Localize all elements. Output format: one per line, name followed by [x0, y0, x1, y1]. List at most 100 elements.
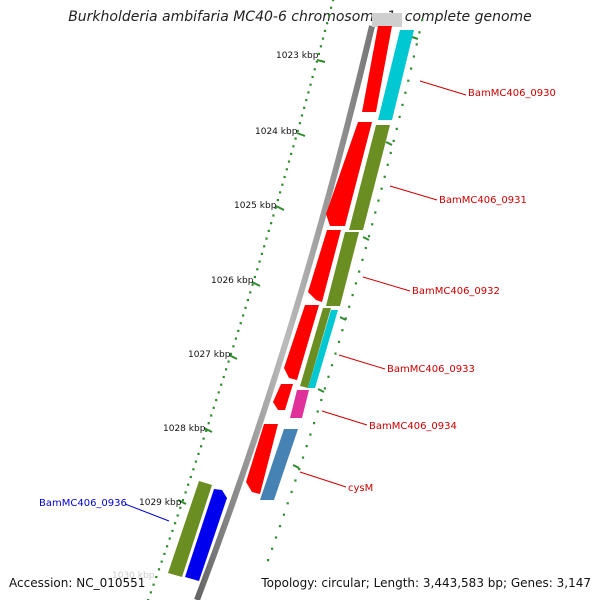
scale-dot	[305, 445, 308, 448]
tick-label-1027: 1027 kbp	[188, 350, 231, 360]
scale-dot	[309, 83, 312, 86]
gene-label-BamMC406_0934[interactable]: BamMC406_0934	[369, 421, 457, 432]
tick-1025	[275, 205, 285, 211]
gene-BamMC406_0931-box[interactable]	[349, 125, 390, 230]
gene-features	[168, 30, 414, 581]
scale-dot	[313, 68, 316, 71]
scale-dot	[282, 513, 285, 516]
cds-block-2[interactable]	[326, 122, 372, 226]
scale-dot	[251, 283, 254, 286]
callout-0932	[362, 276, 411, 292]
scale-dot	[326, 22, 329, 25]
gene-label-cysM[interactable]: cysM	[348, 483, 373, 494]
scale-dot	[274, 536, 278, 539]
gene-cysM-box[interactable]	[260, 429, 298, 500]
gene-label-BamMC406_0936[interactable]: BamMC406_0936	[39, 498, 127, 509]
scale-dot	[341, 329, 344, 332]
scale-dot	[307, 91, 310, 94]
scale-dot	[278, 525, 282, 528]
scale-dot	[260, 252, 263, 255]
scale-dot	[234, 337, 237, 340]
gene-BamMC406_0933-olive[interactable]	[300, 308, 331, 388]
scale-dot	[380, 187, 383, 190]
scale-dot	[192, 468, 195, 471]
scale-dot	[274, 206, 277, 209]
scale-dot	[316, 410, 319, 413]
scale-dot	[176, 514, 179, 517]
scale-dot	[227, 360, 230, 363]
tick-1027	[228, 354, 238, 360]
scale-dot	[152, 583, 155, 586]
scale-dot	[386, 163, 389, 166]
scale-dot	[168, 537, 171, 540]
scale-dot	[276, 199, 279, 202]
callout-0936	[124, 503, 170, 522]
scale-dot	[398, 115, 401, 118]
callout-lines	[124, 80, 467, 522]
scale-dot	[174, 522, 177, 525]
callout-0934	[321, 410, 368, 426]
callout-0930	[419, 80, 467, 96]
scale-dot	[244, 306, 247, 309]
callout-0931	[389, 185, 438, 201]
scale-dot	[320, 398, 323, 402]
scale-dot	[374, 211, 377, 214]
scale-dot	[200, 445, 203, 448]
gene-label-BamMC406_0931[interactable]: BamMC406_0931	[439, 195, 527, 206]
gene-BamMC406_0936-box[interactable]	[185, 489, 227, 581]
gene-BamMC406_0934-box[interactable]	[290, 390, 309, 418]
gene-label-BamMC406_0932[interactable]: BamMC406_0932	[412, 286, 500, 297]
scale-dot	[298, 468, 301, 471]
scale-dot	[415, 43, 418, 46]
scale-dot	[287, 160, 291, 163]
scale-dot	[371, 223, 374, 226]
scale-dot	[239, 322, 242, 325]
scale-dot	[305, 99, 308, 102]
scale-dot	[181, 499, 185, 502]
scale-dot	[237, 329, 240, 332]
cds-block-6[interactable]	[246, 424, 278, 494]
tick-1026	[251, 281, 261, 287]
gene-label-BamMC406_0930[interactable]: BamMC406_0930	[468, 88, 556, 99]
cds-block-3[interactable]	[308, 230, 341, 302]
gene-label-BamMC406_0933[interactable]: BamMC406_0933	[387, 364, 475, 375]
scale-dot	[271, 547, 274, 550]
cds-block-1[interactable]	[362, 26, 392, 112]
gene-BamMC406_0932-box[interactable]	[326, 232, 359, 306]
callout-0933	[338, 354, 386, 370]
scale-dot	[194, 460, 197, 463]
scale-dot	[163, 552, 166, 555]
scale-dot	[286, 502, 289, 505]
scale-dot	[290, 490, 293, 493]
scale-dot	[222, 375, 225, 379]
scale-dot	[246, 299, 249, 302]
scale-dot	[179, 506, 182, 509]
tick-label-1028: 1028 kbp	[163, 424, 206, 434]
scale-dot	[367, 235, 371, 238]
scale-dot	[189, 475, 192, 479]
cds-block-4[interactable]	[284, 305, 319, 380]
scale-dot	[330, 6, 333, 9]
scale-dot	[285, 168, 288, 171]
scale-dot	[290, 152, 293, 155]
gene-BamMC406_0933-box[interactable]	[308, 310, 338, 388]
scale-dot	[301, 456, 305, 459]
scale-dot	[294, 137, 297, 140]
scale-dot	[348, 305, 351, 308]
cds-block-5[interactable]	[273, 384, 293, 410]
scale-dot	[407, 79, 410, 82]
gene-BamMC406_0930-box[interactable]	[378, 30, 414, 120]
gene-BamMC406_0936-olive[interactable]	[168, 481, 212, 577]
scale-dot	[323, 29, 327, 32]
scale-dot	[332, 0, 335, 2]
scale-dot	[292, 145, 295, 148]
scale-dots	[147, 0, 335, 600]
scale-dot	[283, 175, 286, 179]
scale-dot	[258, 260, 261, 263]
gene-labels: BamMC406_0930 BamMC406_0931 BamMC406_093…	[39, 88, 556, 509]
scale-dot	[256, 268, 259, 271]
scale-dot	[207, 422, 210, 425]
scale-dot	[392, 139, 395, 142]
scale-dot	[202, 437, 205, 440]
scale-dot	[344, 317, 347, 320]
